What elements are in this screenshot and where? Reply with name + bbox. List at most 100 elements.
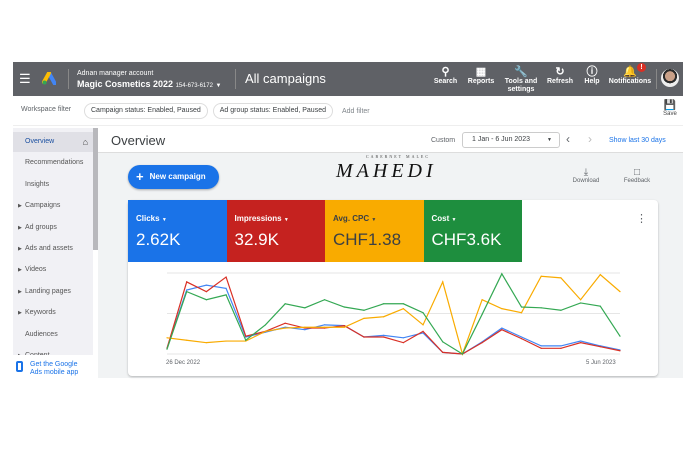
data-point — [205, 342, 207, 344]
data-point — [619, 350, 621, 352]
mobile-app-link[interactable]: Get the Google Ads mobile app — [13, 355, 93, 378]
sidebar-item-campaigns[interactable]: ▶ Campaigns — [13, 196, 93, 216]
data-point — [422, 312, 424, 314]
data-point — [225, 276, 227, 278]
sidebar-scrollbar[interactable] — [93, 128, 98, 250]
data-point — [599, 346, 601, 348]
page-title: All campaigns — [245, 71, 326, 86]
download-button[interactable]: ⤓ Download — [568, 167, 604, 184]
data-point — [501, 273, 503, 275]
feedback-button[interactable]: □ Feedback — [619, 167, 655, 184]
show-last-30-days-link[interactable]: Show last 30 days — [609, 137, 666, 144]
sidebar-item-videos[interactable]: ▶ Videos — [13, 260, 93, 280]
sidebar-item-content[interactable]: ▶Content — [13, 346, 93, 355]
data-point — [166, 337, 168, 339]
data-point — [520, 306, 523, 308]
refresh-button[interactable]: ↻ Refresh — [546, 66, 574, 85]
sidebar-item-overview[interactable]: Overview ⌂ — [13, 132, 93, 152]
data-point — [501, 329, 503, 331]
expand-arrow-icon: ▶ — [18, 203, 22, 210]
data-point — [323, 324, 326, 326]
data-point — [520, 338, 523, 340]
tools-button[interactable]: 🔧 Tools and settings — [504, 66, 538, 93]
new-campaign-button[interactable]: + New campaign — [128, 165, 219, 189]
x-end-label: 5 Jun 2023 — [586, 360, 616, 366]
sidebar-item-ads-and-assets[interactable]: ▶ Ads and assets — [13, 239, 93, 259]
wrench-icon: 🔧 — [514, 66, 528, 78]
filter-bar: Workspace filter Campaign status: Enable… — [13, 96, 683, 126]
data-point — [383, 316, 385, 318]
account-label[interactable]: Adnan manager account — [77, 70, 154, 77]
next-period-button[interactable]: › — [588, 132, 592, 146]
watermark: MAHEDI — [336, 160, 437, 182]
metric-tile-avg-cpc[interactable]: Avg. CPC ▼ CHF1.38 — [325, 200, 424, 262]
save-button[interactable]: 💾 Save — [660, 100, 680, 117]
dropdown-arrow-icon: ▼ — [547, 137, 552, 143]
data-point — [560, 347, 562, 349]
expand-arrow-icon: ▶ — [18, 310, 22, 317]
metric-tile-cost[interactable]: Cost ▼ CHF3.6K — [423, 200, 522, 262]
expand-arrow-icon: ▶ — [18, 288, 22, 295]
data-point — [402, 308, 404, 310]
ad-group-status-chip[interactable]: Ad group status: Enabled, Paused — [212, 103, 333, 119]
data-point — [186, 289, 188, 291]
dropdown-arrow-icon: ▼ — [283, 217, 289, 223]
campaign-status-chip[interactable]: Campaign status: Enabled, Paused — [84, 103, 208, 119]
data-point — [560, 345, 562, 347]
more-options-icon[interactable]: ⋮ — [636, 213, 647, 225]
data-point — [422, 332, 424, 334]
data-point — [205, 299, 207, 301]
data-point — [363, 336, 365, 338]
data-point — [245, 339, 247, 341]
menu-icon[interactable]: ☰ — [19, 71, 31, 86]
sidebar-item-ad-groups[interactable]: ▶ Ad groups — [13, 218, 93, 238]
data-point — [402, 337, 404, 339]
data-point — [383, 303, 385, 305]
expand-arrow-icon: ▶ — [18, 246, 22, 252]
help-button[interactable]: ⓘ Help — [581, 66, 603, 86]
data-point — [580, 342, 582, 344]
sidebar-item-audiences[interactable]: Audiences — [25, 330, 58, 338]
notifications-button[interactable]: 🔔 Notifications ! — [606, 63, 654, 86]
add-filter-button[interactable]: Add filter — [342, 107, 370, 115]
data-point — [619, 335, 621, 337]
sidebar-item-landing-pages[interactable]: ▶ Landing pages — [13, 282, 93, 302]
filter-chip-row: Campaign status: Enabled, Paused Ad grou… — [84, 103, 370, 119]
feedback-icon: □ — [633, 167, 641, 178]
data-point — [580, 340, 582, 342]
metric-tile-clicks[interactable]: Clicks ▼ 2.62K — [128, 200, 227, 262]
top-bar: ☰ Adnan manager account Magic Cosmetics … — [13, 62, 683, 96]
data-point — [580, 302, 582, 304]
search-button[interactable]: ⚲ Search — [433, 66, 458, 85]
data-point — [284, 303, 286, 305]
overview-header: Overview Custom 1 Jan - 6 Jun 2023 ▼ ‹ › … — [98, 128, 683, 153]
download-icon: ⤓ — [583, 167, 589, 178]
sidebar-item-insights[interactable]: Insights — [25, 180, 50, 188]
data-point — [540, 345, 542, 347]
dropdown-arrow-icon: ▼ — [371, 217, 377, 223]
sidebar-item-keywords[interactable]: ▶ Keywords — [13, 303, 93, 323]
reports-button[interactable]: ▦ Reports — [465, 66, 497, 86]
home-icon: ⌂ — [82, 137, 88, 147]
data-point — [520, 336, 523, 338]
data-point — [166, 348, 168, 350]
previous-period-button[interactable]: ‹ — [566, 132, 570, 146]
dropdown-arrow-icon: ▼ — [161, 217, 167, 223]
data-point — [599, 274, 601, 276]
data-point — [402, 342, 404, 344]
data-point — [501, 308, 503, 310]
sidebar-item-recommendations[interactable]: Recommendations — [25, 159, 84, 167]
data-point — [442, 341, 444, 343]
data-point — [186, 281, 188, 283]
search-icon: ⚲ — [441, 66, 450, 78]
account-selector[interactable]: Magic Cosmetics 2022 154-673-6172 ▼ — [77, 79, 222, 89]
avatar[interactable] — [661, 69, 679, 87]
page-heading: Overview — [111, 133, 166, 148]
metric-tile-impressions[interactable]: Impressions ▼ 32.9K — [226, 200, 325, 262]
data-point — [264, 330, 267, 332]
save-icon: 💾 — [663, 100, 677, 111]
expand-arrow-icon: ▶ — [18, 267, 22, 274]
date-range-select[interactable]: 1 Jan - 6 Jun 2023 ▼ — [462, 132, 560, 148]
series-line-cost — [166, 272, 621, 355]
watermark-small: CABERNET MALEC — [366, 154, 431, 159]
